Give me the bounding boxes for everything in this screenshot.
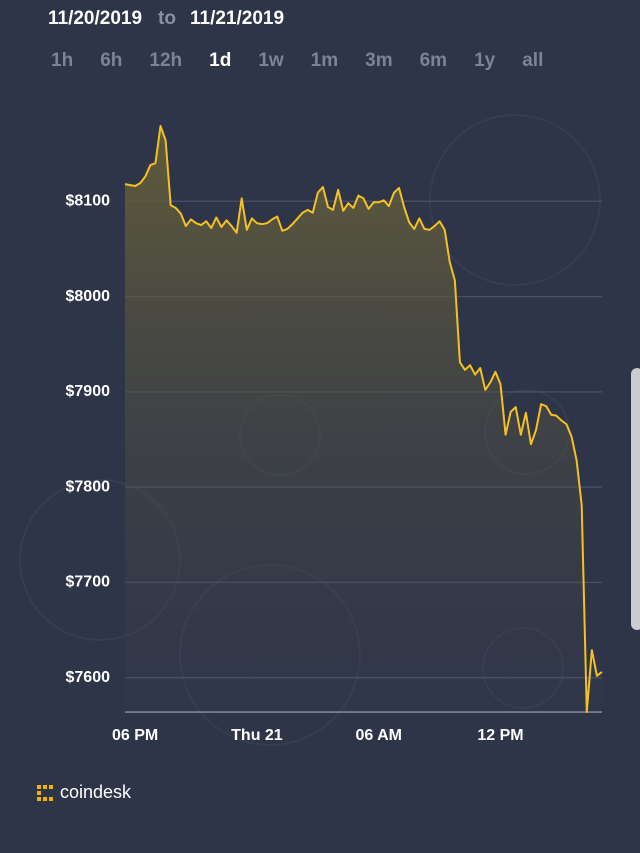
timeframe-tab[interactable]: 3m	[365, 50, 393, 71]
date-range: 11/20/2019 to 11/21/2019	[48, 8, 284, 30]
timeframe-tab[interactable]: 1y	[474, 50, 496, 71]
y-tick-label: $8000	[66, 288, 111, 305]
timeframe-tab[interactable]: 6m	[419, 50, 448, 71]
timeframe-tab[interactable]: 6h	[100, 50, 123, 71]
logo-text: coindesk	[60, 782, 132, 802]
timeframe-tab[interactable]: 1m	[310, 50, 339, 71]
y-tick-label: $7800	[66, 478, 111, 495]
logo-icon	[37, 784, 53, 801]
y-tick-label: $7700	[66, 574, 111, 591]
y-tick-label: $7900	[66, 383, 111, 400]
x-tick-label: 06 AM	[355, 727, 402, 744]
area	[125, 126, 602, 712]
date-to[interactable]: 11/21/2019	[189, 8, 285, 29]
x-tick-label: 06 PM	[112, 727, 158, 744]
date-from[interactable]: 11/20/2019	[48, 8, 143, 29]
y-tick-label: $7600	[66, 669, 111, 686]
x-tick-label: Thu 21	[231, 727, 283, 744]
logo: coindesk	[36, 782, 131, 803]
timeframe-tabs: 1h 6h 12h 1d 1w 1m 3m 6m 1y all	[36, 50, 626, 72]
date-separator: to	[158, 8, 176, 29]
timeframe-tab[interactable]: all	[522, 50, 544, 71]
scrollbar[interactable]	[631, 368, 640, 630]
line	[124, 125, 603, 713]
timeframe-tab[interactable]: 1w	[258, 50, 284, 71]
x-tick-label: 12 PM	[477, 727, 523, 744]
y-tick-label: $8100	[66, 193, 111, 210]
timeframe-tab[interactable]: 1d	[209, 50, 232, 71]
timeframe-tab[interactable]: 1h	[51, 50, 74, 71]
timeframe-tab[interactable]: 12h	[149, 50, 183, 71]
